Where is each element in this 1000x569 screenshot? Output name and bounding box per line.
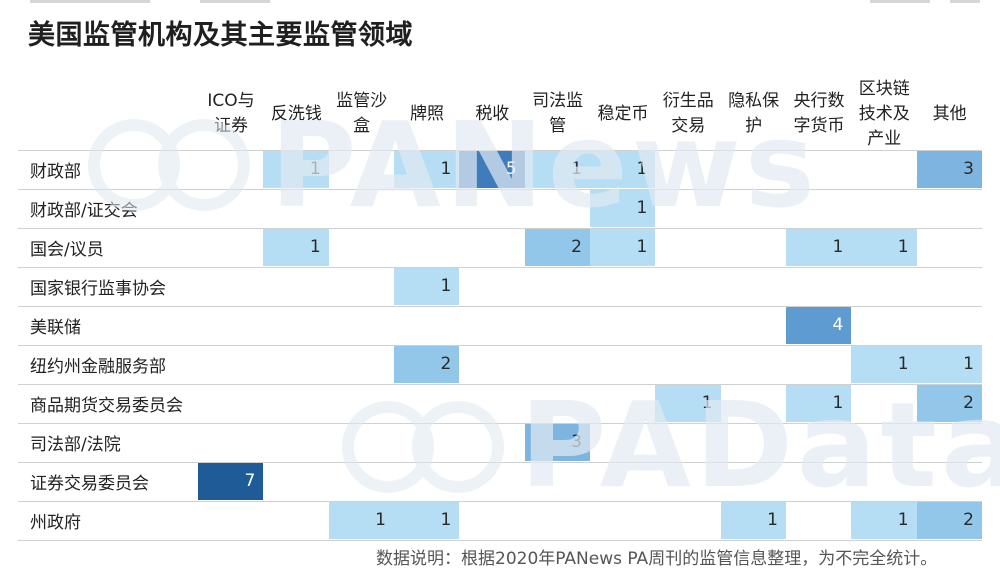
heatmap-cell: 2: [393, 345, 460, 383]
row-label: 财政部: [30, 161, 81, 182]
row-divider: [18, 501, 982, 502]
top-decor-bar: [0, 0, 1000, 4]
column-header: 牌照: [409, 103, 444, 124]
row-label: 纽约州金融服务部: [30, 356, 166, 377]
heatmap-cell: 2: [916, 501, 982, 539]
row-divider: [18, 189, 982, 190]
column-header: 其他: [932, 103, 967, 124]
row-divider: [18, 462, 982, 463]
heatmap-cell: 1: [263, 228, 329, 266]
heatmap-cell: 1: [263, 150, 329, 188]
column-header: 监管沙盒: [336, 91, 388, 136]
row-label: 证券交易委员会: [30, 473, 149, 494]
row-divider: [18, 423, 982, 424]
heatmap-cell: 1: [851, 228, 917, 266]
column-header: 反洗钱: [270, 103, 322, 124]
row-divider: [18, 384, 982, 385]
heatmap-cell: 2: [524, 228, 590, 266]
heatmap-cell: 2: [916, 384, 982, 422]
column-header: 稳定币: [597, 103, 649, 124]
row-label: 州政府: [30, 512, 81, 533]
heatmap-cell: 1: [655, 384, 721, 422]
heatmap-cell: 1: [589, 150, 656, 188]
row-divider: [18, 540, 982, 541]
column-header: 央行数字货币: [793, 91, 845, 136]
heatmap-cell: 1: [589, 228, 656, 266]
column-header: 区块链技术及产业: [858, 78, 910, 149]
data-note: 数据说明：根据2020年PANews PA周刊的监管信息整理，为不完全统计。: [376, 549, 938, 569]
row-label: 美联储: [30, 317, 81, 338]
heatmap-cell: 1: [524, 150, 590, 188]
heatmap-cell: 3: [916, 150, 982, 188]
row-label: 国家银行监事协会: [30, 278, 166, 299]
heatmap-cell: 1: [785, 228, 852, 266]
heatmap-cell: 1: [851, 501, 917, 539]
heatmap-cell: 1: [589, 189, 656, 227]
heatmap-cell: 1: [393, 501, 460, 539]
column-header: 衍生品交易: [662, 91, 714, 136]
heatmap-cell: 4: [785, 306, 852, 344]
row-divider: [18, 345, 982, 346]
heatmap-cell: 1: [328, 501, 394, 539]
row-label: 财政部/证交会: [30, 200, 138, 221]
heatmap-cell: 3: [524, 423, 590, 461]
column-header: 隐私保护: [728, 91, 780, 136]
column-header: ICO与证券: [207, 91, 255, 136]
column-header: 司法监管: [532, 91, 584, 136]
row-label: 商品期货交易委员会: [30, 395, 183, 416]
heatmap-cell: 1: [916, 345, 982, 383]
row-divider: [18, 306, 982, 307]
row-label: 司法部/法院: [30, 434, 121, 455]
heatmap-cell: 1: [720, 501, 786, 539]
heatmap-cell: 1: [851, 345, 917, 383]
column-header: 税收: [475, 103, 510, 124]
row-divider: [18, 267, 982, 268]
row-divider: [18, 150, 982, 151]
heatmap-cell: 1: [393, 267, 460, 305]
row-divider: [18, 228, 982, 229]
heatmap-cell: 5: [459, 150, 525, 188]
row-label: 国会/议员: [30, 239, 104, 260]
page-title: 美国监管机构及其主要监管领域: [28, 20, 413, 51]
heatmap-cell: 7: [198, 462, 264, 500]
heatmap-cell: 1: [393, 150, 460, 188]
heatmap-cell: 1: [785, 384, 852, 422]
